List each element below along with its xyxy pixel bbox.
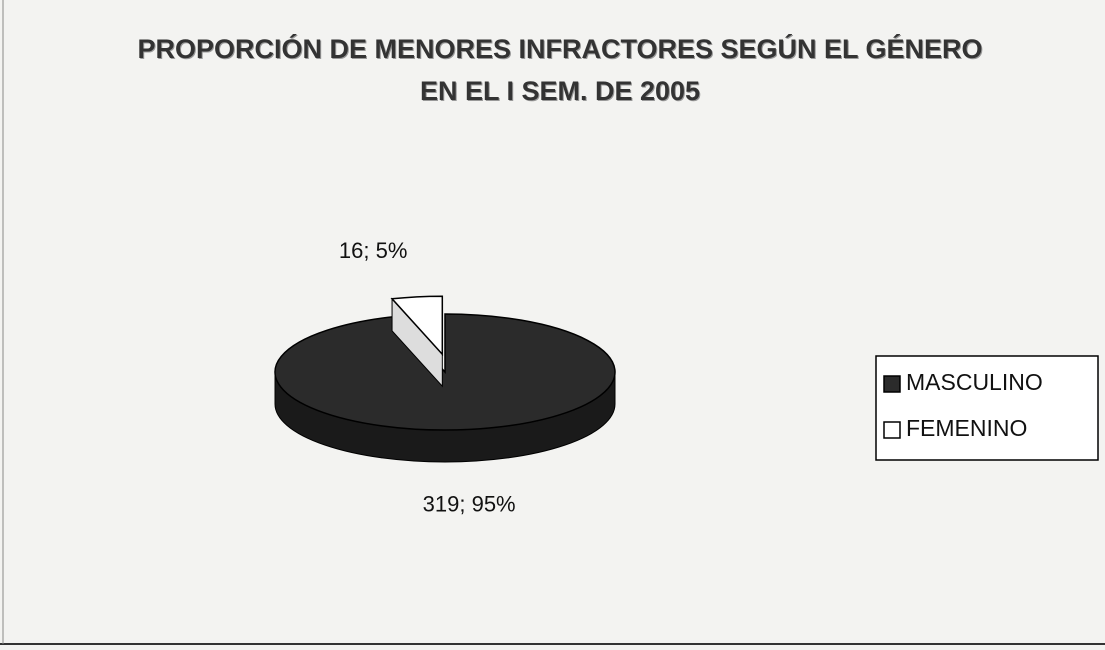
chart-title: PROPORCIÓN DE MENORES INFRACTORES SEGÚN … [137, 34, 983, 106]
legend-box [875, 355, 1099, 461]
data-label: 319; 95% [423, 492, 516, 517]
pie-slice [390, 295, 444, 357]
legend-label: FEMENINO [906, 415, 1027, 441]
pie-slice [274, 313, 616, 431]
legend-swatch [883, 421, 901, 439]
legend-label: MASCULINO [906, 369, 1043, 395]
data-label: 16; 5% [339, 238, 408, 263]
legend-swatch [883, 375, 901, 393]
